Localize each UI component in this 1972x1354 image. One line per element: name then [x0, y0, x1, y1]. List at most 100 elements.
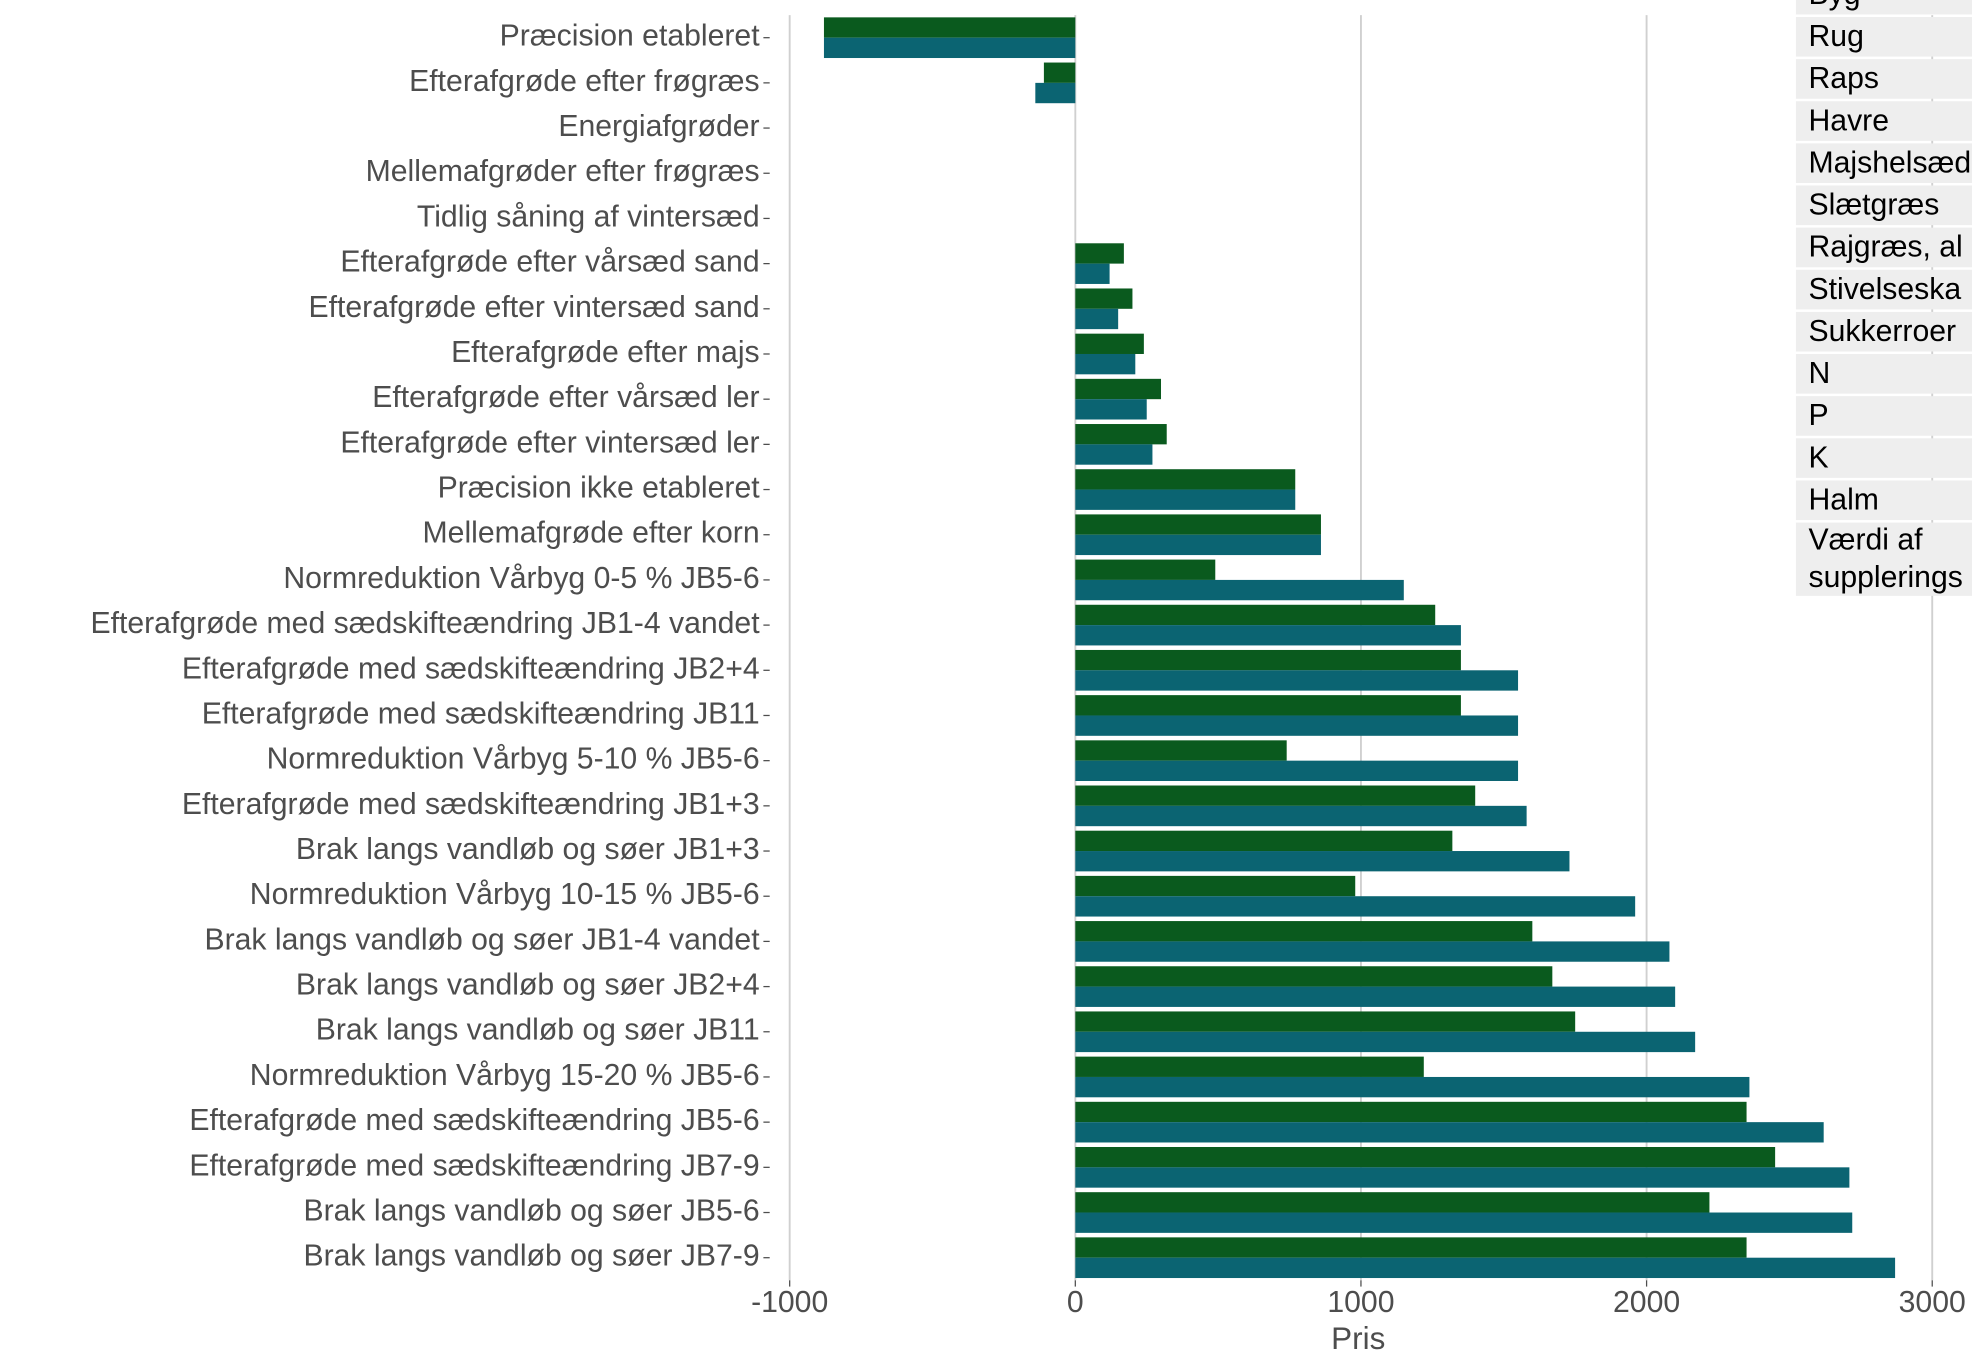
table-cell [1795, 0, 1972, 15]
table-cell [1795, 101, 1972, 141]
y-tick-label: Efterafgrøde efter vårsæd sand [340, 246, 759, 279]
bar [1075, 875, 1356, 897]
bar [1075, 986, 1676, 1007]
table-cell [1795, 396, 1972, 436]
table-text: Værdi af [1809, 523, 1924, 556]
x-tick-label: 2000 [1613, 1286, 1680, 1319]
y-tick-label: Præcision ikke etableret [438, 472, 761, 505]
table-text: Raps [1809, 62, 1879, 95]
table-cell [1795, 480, 1972, 521]
bar [1075, 489, 1296, 510]
bar [1075, 695, 1461, 716]
table-text: Rug [1809, 20, 1864, 53]
y-tick-label: Efterafgrøde efter vintersæd sand [308, 291, 759, 324]
y-tick-label: Efterafgrøde med sædskifteændring JB5-6 [189, 1104, 759, 1137]
bar [1075, 830, 1453, 852]
bar [1075, 1212, 1853, 1233]
bar [1075, 444, 1153, 465]
bar [1075, 740, 1287, 761]
table-cell [1795, 438, 1972, 478]
table-text: N [1809, 357, 1831, 390]
bar [1075, 378, 1162, 400]
bar [1075, 1167, 1850, 1188]
y-tick-label: Normreduktion Vårbyg 0-5 % JB5-6 [283, 562, 759, 595]
table-text: Stivelseska [1809, 273, 1962, 306]
y-tick-label: Præcision etableret [500, 20, 761, 53]
bar [1075, 805, 1527, 827]
y-tick-label: Efterafgrøde efter majs [451, 336, 760, 369]
bar [1075, 333, 1144, 354]
bar [1075, 649, 1461, 671]
bar [1075, 399, 1147, 420]
table-text: Slætgræs [1809, 189, 1940, 222]
bar [1075, 966, 1553, 987]
y-tick-label: Brak langs vandløb og søer JB5-6 [303, 1194, 759, 1227]
y-tick-label: Efterafgrøde med sædskifteændring JB2+4 [182, 652, 760, 685]
y-tick-label: Mellemafgrøder efter frøgræs [366, 155, 760, 188]
y-tick-label: Normreduktion Vårbyg 10-15 % JB5-6 [250, 878, 760, 911]
y-tick-label: Efterafgrøde efter frøgræs [409, 65, 759, 98]
y-tick-label: Brak langs vandløb og søer JB7-9 [303, 1240, 759, 1273]
bar [1075, 1011, 1576, 1032]
table-cell [1795, 354, 1972, 394]
table-cell [1795, 522, 1972, 596]
y-tick-label: Normreduktion Vårbyg 15-20 % JB5-6 [250, 1059, 760, 1092]
bar [823, 37, 1076, 59]
bar [1075, 604, 1436, 626]
bar [1075, 579, 1404, 601]
bar [1075, 896, 1636, 917]
bar [1075, 760, 1519, 781]
bar [1075, 1257, 1896, 1279]
x-tick-label: 1000 [1327, 1286, 1394, 1319]
x-axis-title: Pris [1331, 1321, 1385, 1354]
x-tick-label: 3000 [1899, 1286, 1966, 1319]
bar [1075, 263, 1110, 284]
table-cell [1795, 269, 1972, 310]
y-tick-label: Energiafgrøder [558, 110, 759, 143]
bar [1075, 1122, 1824, 1143]
y-tick-label: Brak langs vandløb og søer JB11 [316, 1014, 760, 1047]
x-tick-label: 0 [1067, 1286, 1084, 1319]
bar [1075, 715, 1519, 736]
table-cell [1795, 16, 1972, 57]
bar [1075, 1076, 1750, 1098]
bar [1075, 851, 1570, 872]
bar [1075, 1237, 1747, 1258]
y-tick-label: Efterafgrøde med sædskifteændring JB11 [202, 697, 760, 730]
table-text: K [1809, 441, 1829, 474]
table-text: Rajgræs, al [1809, 231, 1963, 264]
table-text: Majshelsæd [1809, 146, 1972, 179]
table-cell [1795, 227, 1972, 268]
bar [1075, 1146, 1776, 1168]
bar [1075, 424, 1167, 445]
bar [1035, 82, 1076, 104]
table-text: supplerings [1809, 561, 1963, 594]
bar [1075, 941, 1670, 962]
table-text: Halm [1809, 483, 1879, 516]
y-tick-label: Efterafgrøde efter vintersæd ler [340, 426, 759, 459]
bar [1075, 353, 1136, 375]
bar [1075, 921, 1533, 942]
y-tick-label: Brak langs vandløb og søer JB2+4 [296, 969, 760, 1002]
bar [1075, 1031, 1696, 1053]
bar [1075, 1192, 1710, 1213]
y-tick-label: Mellemafgrøde efter korn [423, 517, 760, 550]
bar [1075, 1056, 1424, 1077]
table-text: Havre [1809, 104, 1889, 137]
table-cell [1795, 311, 1972, 352]
bar [1075, 1101, 1747, 1123]
bar [1075, 514, 1321, 535]
y-tick-label: Efterafgrøde efter vårsæd ler [372, 381, 759, 414]
y-tick-label: Efterafgrøde med sædskifteændring JB1+3 [182, 788, 760, 821]
table-cell [1795, 143, 1972, 183]
table-cell [1795, 59, 1972, 99]
y-tick-label: Efterafgrøde med sædskifteændring JB1-4 … [90, 607, 760, 640]
bar [1075, 625, 1461, 646]
y-tick-label: Normreduktion Vårbyg 5-10 % JB5-6 [267, 743, 760, 776]
bar [1075, 559, 1216, 580]
y-tick-label: Brak langs vandløb og søer JB1+3 [296, 833, 760, 866]
bar [1075, 288, 1133, 309]
y-tick-label: Brak langs vandløb og søer JB1-4 vandet [204, 923, 760, 956]
